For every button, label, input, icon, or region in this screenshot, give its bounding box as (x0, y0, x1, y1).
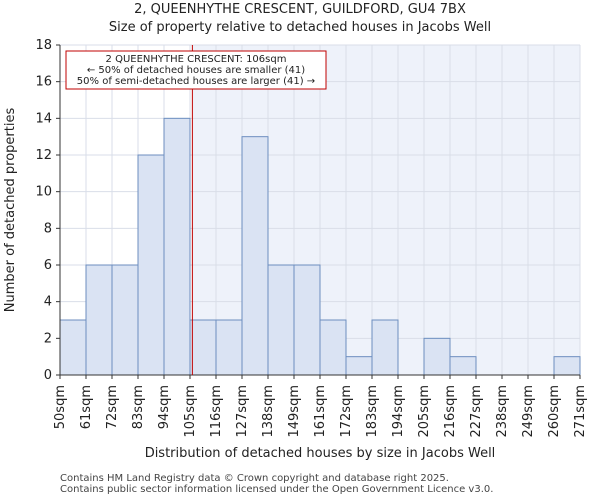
x-tick-label: 238sqm (495, 385, 510, 438)
bar-161sqm (319, 319, 347, 376)
bar-83sqm (137, 154, 165, 376)
x-tick-label: 61sqm (79, 385, 94, 429)
x-tick-label: 227sqm (469, 385, 484, 438)
annotation-frame (65, 50, 327, 90)
x-tick-label: 116sqm (209, 385, 224, 438)
bar-149sqm (293, 264, 321, 376)
x-tick-label: 205sqm (417, 385, 432, 438)
x-tick-labels: 50sqm 61sqm 72sqm 83sqm 94sqm 105sqm 116sqm 127… (53, 375, 588, 438)
x-tick-label: 260sqm (547, 385, 562, 438)
y-tick-label: 16 (35, 75, 52, 90)
bar-72sqm (111, 264, 139, 376)
bar-50sqm (59, 319, 87, 376)
y-tick-label: 8 (44, 221, 52, 236)
chart-title: 2, QUEENHYTHE CRESCENT, GUILDFORD, GU4 7… (134, 2, 466, 17)
chart-subtitle: Size of property relative to detached ho… (108, 20, 492, 35)
y-tick-label: 10 (35, 185, 52, 200)
y-tick-label: 0 (44, 368, 52, 383)
x-tick-label: 72sqm (105, 385, 120, 429)
y-tick-labels: 0 2 4 6 8 10 12 14 16 18 (35, 38, 60, 383)
footer-copyright: Contains HM Land Registry data © Crown c… (60, 473, 449, 484)
x-tick-label: 183sqm (365, 385, 380, 438)
x-tick-label: 216sqm (443, 385, 458, 438)
y-tick-label: 12 (35, 148, 52, 163)
y-axis-label: Number of detached properties (3, 108, 18, 313)
y-tick-label: 4 (44, 295, 52, 310)
x-tick-label: 127sqm (235, 385, 250, 438)
y-tick-label: 18 (35, 38, 52, 53)
bar-216sqm (449, 356, 477, 376)
x-tick-label: 105sqm (183, 385, 198, 438)
bar-138sqm (267, 264, 295, 376)
x-tick-label: 149sqm (287, 385, 302, 438)
bar-205sqm (423, 337, 451, 376)
x-tick-label: 172sqm (339, 385, 354, 438)
footer-licence: Contains public sector information licen… (60, 484, 494, 495)
annotation-box: 2 QUEENHYTHE CRESCENT: 106sqm ← 50% of d… (65, 50, 327, 90)
annotation-line-1: 2 QUEENHYTHE CRESCENT: 106sqm (106, 54, 287, 65)
x-axis-label: Distribution of detached houses by size … (145, 446, 496, 461)
bar-61sqm (85, 264, 113, 376)
annotation-line-2: ← 50% of detached houses are smaller (41… (87, 65, 305, 76)
bar-116sqm (215, 319, 243, 376)
x-tick-label: 161sqm (313, 385, 328, 438)
bar-172sqm (345, 356, 373, 376)
x-tick-label: 83sqm (131, 385, 146, 429)
x-tick-label: 194sqm (391, 385, 406, 438)
x-tick-label: 94sqm (157, 385, 172, 429)
x-tick-label: 138sqm (261, 385, 276, 438)
bar-260sqm (553, 356, 581, 376)
bar-94sqm (163, 117, 191, 376)
x-tick-label: 271sqm (573, 385, 588, 438)
x-tick-label: 249sqm (521, 385, 536, 438)
bar-105sqm (189, 319, 217, 376)
bar-127sqm (241, 136, 269, 376)
y-tick-label: 6 (44, 258, 52, 273)
bar-series (59, 117, 581, 376)
bar-183sqm (371, 319, 399, 376)
annotation-line-3: 50% of semi-detached houses are larger (… (77, 76, 315, 87)
x-tick-label: 50sqm (53, 385, 68, 429)
y-tick-label: 2 (44, 331, 52, 346)
y-tick-label: 14 (35, 111, 52, 126)
